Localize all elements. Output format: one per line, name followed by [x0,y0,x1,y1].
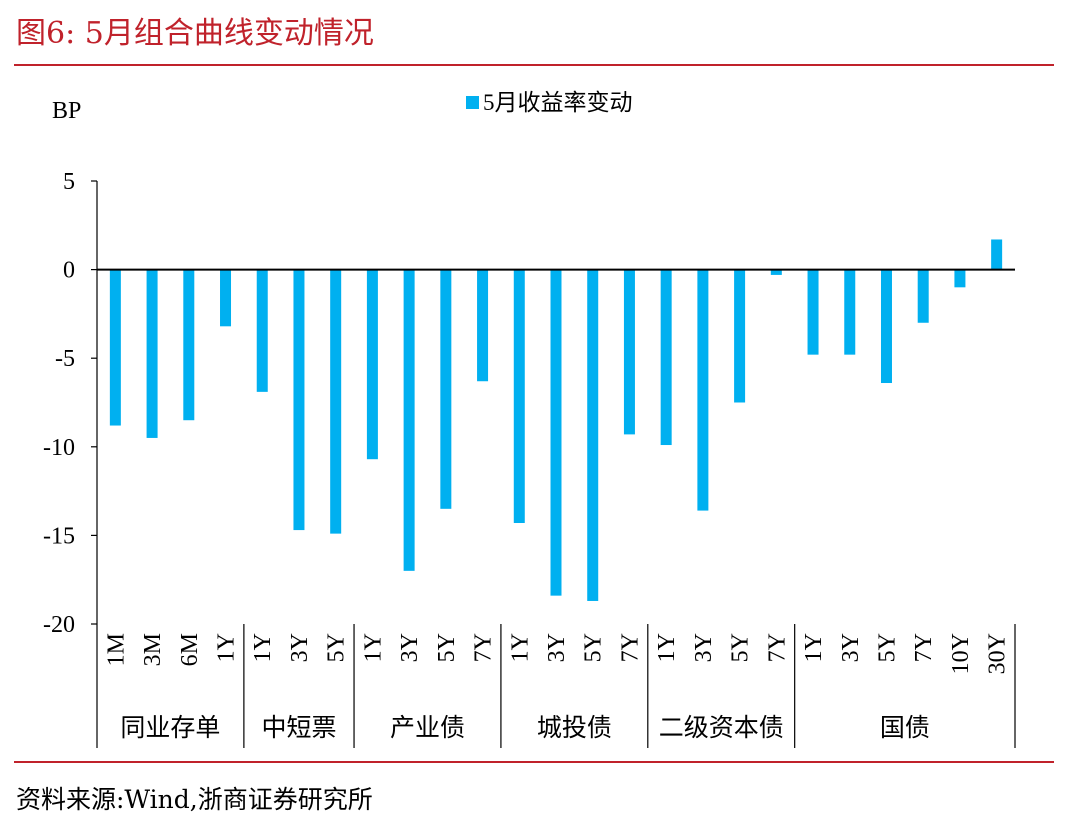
y-tick-label: -5 [55,346,75,372]
bar [807,269,819,355]
group-label: 产业债 [390,714,465,742]
bar [623,269,635,435]
x-tick-label: 5Y [434,633,460,662]
bar [770,269,782,275]
x-tick-label: 1Y [507,633,533,662]
y-tick-label: -15 [43,523,75,549]
x-tick-label: 6M [177,633,203,666]
bar [880,269,892,384]
x-tick-label: 5Y [874,633,900,662]
group-label: 二级资本债 [659,714,784,742]
group-label: 国债 [880,714,930,742]
legend-swatch [466,96,479,109]
x-tick-label: 30Y [985,633,1011,674]
x-tick-label: 3Y [397,633,423,662]
source-note: 资料来源:Wind,浙商证券研究所 [16,785,373,814]
bar [330,269,342,534]
bar [954,269,966,288]
x-tick-label: 5Y [324,633,350,662]
y-tick-label: 5 [63,169,75,195]
x-tick-label: 1M [103,633,129,666]
x-tick-label: 1Y [360,633,386,662]
footer-divider [14,761,1054,763]
y-tick-label: -10 [43,435,75,461]
x-tick-label: 1Y [250,633,276,662]
bar [293,269,305,531]
group-label: 城投债 [537,714,612,742]
x-tick-label: 5Y [728,633,754,662]
group-label: 中短票 [261,714,336,742]
bar [917,269,929,323]
y-tick-label: 0 [63,258,75,284]
bar [734,269,746,403]
x-tick-label: 3Y [838,633,864,662]
bar [844,269,856,355]
x-tick-label: 7Y [911,633,937,662]
x-tick-label: 1Y [801,633,827,662]
x-tick-label: 1Y [654,633,680,662]
group-label: 同业存单 [120,714,220,742]
x-tick-label: 7Y [471,633,497,662]
bar [146,269,158,438]
x-tick-label: 3Y [287,633,313,662]
x-tick-label: 1Y [214,633,240,662]
bar [513,269,525,523]
bar [697,269,709,511]
x-tick-label: 3M [140,633,166,666]
bar [403,269,415,571]
bar [587,269,599,601]
x-tick-label: 7Y [617,633,643,662]
x-tick-label: 7Y [764,633,790,662]
bar [109,269,121,426]
figure-title: 图6: 5月组合曲线变动情况 [16,16,374,51]
bar [220,269,232,327]
y-axis-label: BP [52,98,81,124]
bar [183,269,195,421]
x-tick-label: 3Y [544,633,570,662]
bar [660,269,672,446]
x-tick-label: 5Y [581,633,607,662]
bar [256,269,268,392]
bar [991,239,1003,270]
y-tick-label: -20 [43,612,75,638]
bar [477,269,489,382]
bar [366,269,378,460]
x-tick-label: 10Y [948,633,974,674]
bar [550,269,562,596]
title-divider [14,64,1054,66]
legend-label: 5月收益率变动 [483,90,633,115]
bar [440,269,452,509]
x-tick-label: 3Y [691,633,717,662]
